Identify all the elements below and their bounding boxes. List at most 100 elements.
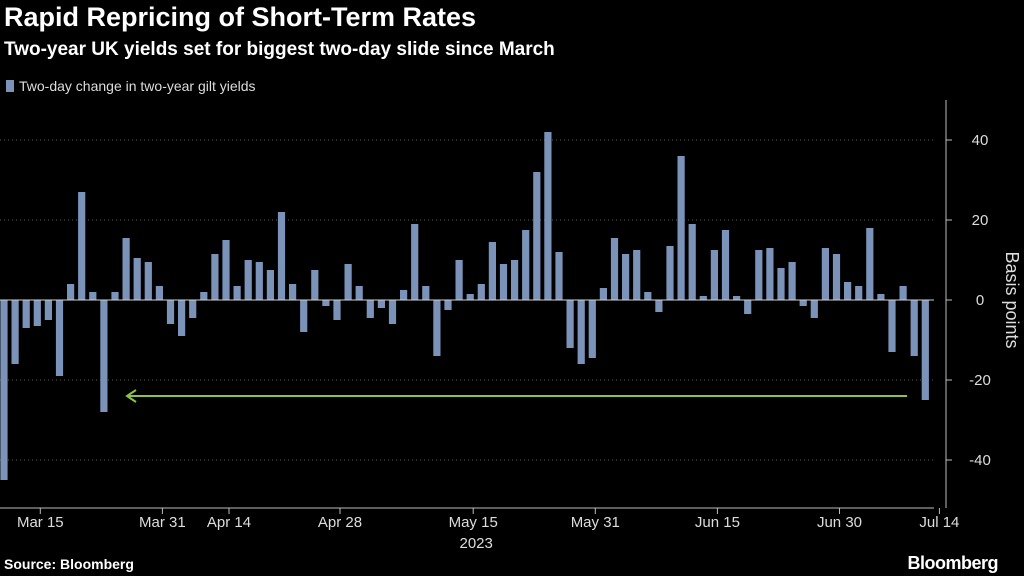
bar <box>244 260 252 300</box>
bar <box>766 248 774 300</box>
bar <box>599 288 607 300</box>
x-tick-label: Jun 15 <box>695 514 740 531</box>
legend-swatch <box>6 80 14 92</box>
y-axis-title: Basis points <box>1002 251 1022 348</box>
bar <box>377 300 385 308</box>
bar <box>388 300 397 324</box>
bar <box>810 300 818 318</box>
bar <box>466 294 474 300</box>
legend: Two-day change in two-year gilt yields <box>6 78 256 94</box>
bar <box>0 300 8 480</box>
x-tick-label: Apr 28 <box>318 514 362 531</box>
bar <box>733 296 741 300</box>
bar <box>433 300 441 356</box>
bar <box>588 300 596 358</box>
brand-logo: Bloomberg <box>907 553 998 573</box>
bar <box>710 250 718 300</box>
y-tick-label: -40 <box>969 452 991 469</box>
bar <box>788 262 796 300</box>
bar <box>610 238 619 300</box>
bar <box>366 300 374 318</box>
x-tick-label: Jun 30 <box>817 514 862 531</box>
bar <box>111 292 119 300</box>
bar <box>144 262 152 300</box>
x-tick-label: Mar 15 <box>17 514 64 531</box>
bar <box>644 292 652 300</box>
bar <box>277 212 286 300</box>
bar <box>289 284 297 300</box>
bar <box>200 292 208 300</box>
bar <box>78 192 86 300</box>
bar <box>633 250 641 300</box>
bar <box>533 172 541 300</box>
bar <box>666 246 674 300</box>
chart-subtitle: Two-year UK yields set for biggest two-d… <box>4 39 555 60</box>
bar <box>799 300 807 306</box>
bar <box>688 224 696 300</box>
bar <box>544 132 552 300</box>
bar <box>444 300 452 310</box>
bar <box>755 250 763 300</box>
bar <box>189 300 197 318</box>
bar <box>322 300 330 306</box>
bar <box>488 242 496 300</box>
bar <box>622 254 630 300</box>
bar <box>655 300 663 312</box>
y-tick-label: 40 <box>972 132 989 149</box>
bar <box>577 300 585 364</box>
bar <box>921 300 929 400</box>
bar <box>133 258 141 300</box>
bar <box>866 228 874 300</box>
bar <box>422 286 430 300</box>
bar <box>166 300 175 324</box>
y-tick-label: -20 <box>969 372 991 389</box>
bar <box>910 300 918 356</box>
x-year-label: 2023 <box>460 535 493 552</box>
x-tick-label: Mar 31 <box>139 514 186 531</box>
chart-title: Rapid Repricing of Short-Term Rates <box>4 2 477 32</box>
bar <box>499 264 508 300</box>
bar <box>832 254 841 300</box>
bar <box>67 284 75 300</box>
bar <box>677 156 685 300</box>
bar <box>55 300 64 376</box>
annotation-arrow-head <box>125 389 137 403</box>
bar <box>211 254 219 300</box>
bar <box>44 300 52 320</box>
bar <box>33 300 41 326</box>
bar <box>699 296 707 300</box>
bar <box>855 286 863 300</box>
bar <box>155 286 163 300</box>
x-tick-label: May 31 <box>571 514 620 531</box>
bar <box>300 300 308 332</box>
x-tick-label: May 15 <box>449 514 498 531</box>
bar <box>455 260 463 300</box>
bar <box>511 260 519 300</box>
bar <box>122 238 130 300</box>
bar <box>311 270 319 300</box>
bar <box>744 300 752 314</box>
bar <box>22 300 30 328</box>
bar <box>522 230 530 300</box>
bar <box>844 282 852 300</box>
bar <box>255 262 263 300</box>
bar <box>178 300 186 336</box>
bar <box>899 286 907 300</box>
source-note: Source: Bloomberg <box>4 556 134 572</box>
bar <box>233 286 241 300</box>
bar <box>400 290 408 300</box>
bar <box>355 286 363 300</box>
bar <box>333 300 341 320</box>
bar <box>555 252 563 300</box>
x-tick-label: Jul 14 <box>919 514 959 531</box>
bar <box>344 264 352 300</box>
bar <box>100 300 108 412</box>
bar <box>888 300 896 352</box>
bar <box>11 300 19 364</box>
bar <box>877 294 885 300</box>
legend-label: Two-day change in two-year gilt yields <box>19 78 256 94</box>
bar <box>821 248 829 300</box>
x-tick-label: Apr 14 <box>207 514 251 531</box>
bar <box>566 300 574 348</box>
